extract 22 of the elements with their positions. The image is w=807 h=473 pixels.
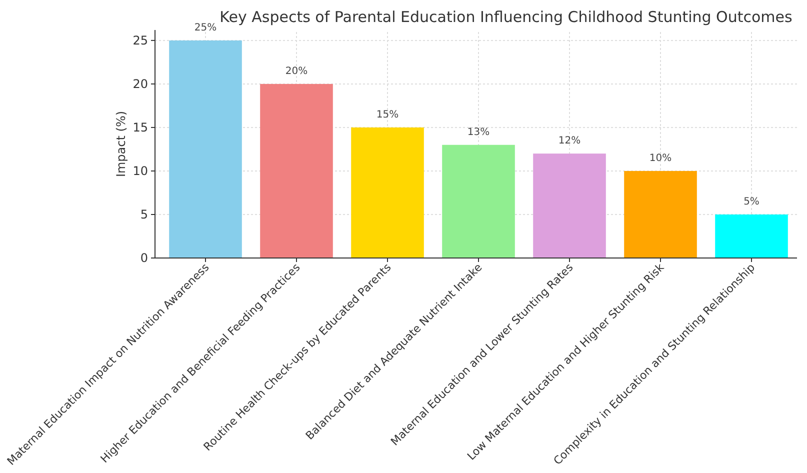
- y-tick-label: 15: [132, 120, 148, 135]
- bar: [624, 170, 697, 258]
- data-label: 10%: [649, 152, 672, 164]
- bar: [260, 84, 333, 258]
- y-tick-label: 10: [132, 164, 148, 178]
- data-label: 13%: [467, 126, 490, 138]
- y-axis-title: Impact (%): [114, 110, 128, 178]
- y-tick-label: 5: [140, 208, 148, 222]
- data-label: 12%: [558, 136, 581, 147]
- y-tick-label: 25: [132, 34, 148, 48]
- y-tick-label: 20: [132, 77, 148, 92]
- chart-title: Key Aspects of Parental Education Influencing Childhood Stunting Outcomes: [220, 8, 793, 26]
- bar: [351, 127, 424, 258]
- bar: [715, 214, 788, 258]
- bar: [169, 40, 242, 258]
- data-label: 20%: [285, 66, 308, 77]
- bar: [533, 154, 606, 258]
- y-tick-label: 0: [140, 251, 148, 266]
- bar: [442, 144, 515, 258]
- data-label: 25%: [194, 22, 217, 34]
- data-label: 15%: [376, 109, 399, 120]
- data-label: 5%: [744, 196, 760, 208]
